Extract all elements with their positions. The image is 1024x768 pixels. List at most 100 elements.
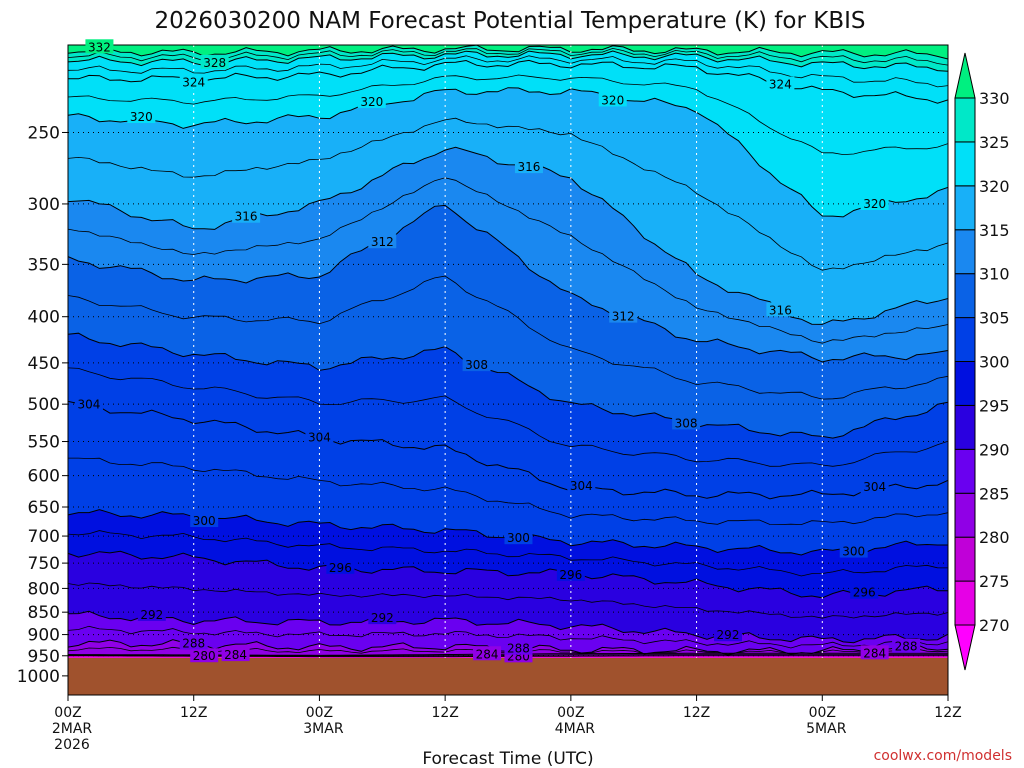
x-tick-label: 2MAR: [52, 721, 93, 737]
isentrope-324: [68, 59, 948, 104]
y-tick-label: 300: [28, 195, 60, 215]
x-tick-label: 4MAR: [555, 721, 596, 737]
contour-label: 292: [371, 611, 394, 625]
contour-label: 304: [863, 480, 886, 494]
x-tick-label: 12Z: [180, 705, 207, 721]
contour-label-bg: [766, 302, 795, 317]
y-tick-label: 400: [28, 308, 60, 328]
contour-label-bg: [179, 635, 208, 650]
y-tick-label: 350: [28, 255, 60, 275]
colorbar-label: 300: [979, 353, 1010, 372]
x-tick-label: 2026: [54, 737, 90, 753]
plot-area: [68, 45, 948, 695]
x-tick-label: 12Z: [934, 705, 961, 721]
contour-label-bg: [839, 543, 868, 558]
colorbar-label: 325: [979, 133, 1010, 152]
contour-label: 324: [182, 76, 205, 90]
contour-label: 320: [360, 95, 383, 109]
contour-label-bg: [200, 54, 229, 69]
contour-label-bg: [85, 39, 114, 54]
colorbar-segment: [954, 580, 976, 626]
contour-label-bg: [368, 234, 397, 249]
contour-label-bg: [860, 645, 889, 660]
y-tick-label: 800: [28, 579, 60, 599]
contour-label-bg: [74, 396, 103, 411]
isentrope-minor: [68, 457, 948, 526]
x-tick-label: 5MAR: [806, 721, 847, 737]
y-tick-label: 900: [28, 626, 60, 646]
colorbar-label: 305: [979, 309, 1010, 328]
contour-label-bg: [368, 610, 397, 625]
y-tick-label: 750: [28, 554, 60, 574]
contour-label-bg: [462, 357, 491, 372]
contour-label: 300: [842, 545, 865, 559]
colorbar-label: 295: [979, 396, 1010, 415]
contour-label: 304: [570, 479, 593, 493]
isentrope-minor: [68, 275, 948, 400]
theta-bands: [68, 45, 948, 695]
x-axis-label: Forecast Time (UTC): [422, 749, 593, 768]
contour-label-bg: [473, 646, 502, 661]
credit-text: coolwx.com/models: [874, 748, 1012, 764]
isentrope-minor: [68, 177, 948, 344]
y-tick-label: 850: [28, 603, 60, 623]
contour-label: 300: [507, 531, 530, 545]
isentrope-296: [68, 550, 948, 599]
colorbar-label: 310: [979, 265, 1010, 284]
contour-label-bg: [567, 478, 596, 493]
contour-label: 320: [863, 197, 886, 211]
contour-label: 296: [559, 568, 582, 582]
contour-label-bg: [137, 606, 166, 621]
below-ground-area: [68, 657, 948, 695]
colorbar-label: 330: [979, 89, 1010, 108]
contour-label-bg: [305, 429, 334, 444]
contour-label: 288: [895, 640, 918, 654]
colorbar-label: 315: [979, 221, 1010, 240]
contour-label-bg: [860, 479, 889, 494]
contour-label: 304: [77, 398, 100, 412]
y-tick-label: 550: [28, 433, 60, 453]
isentrope-minor: [68, 625, 948, 649]
contour-label: 296: [329, 561, 352, 575]
contour-label: 300: [193, 514, 216, 528]
colorbar-bottom-arrow: [954, 624, 976, 671]
contour-label: 316: [517, 160, 540, 174]
contour-label-bg: [514, 159, 543, 174]
colorbar-segment: [954, 97, 976, 143]
isentrope-304: [68, 400, 948, 500]
isentrope-312: [68, 204, 948, 363]
y-axis: 250 300 350 400 450 500 550 600 650 700 750 800 850 9…: [17, 123, 68, 687]
y-tick-label: 650: [28, 498, 60, 518]
contour-label: 304: [308, 431, 331, 445]
contour-label-bg: [326, 559, 355, 574]
band-320: [68, 45, 948, 217]
contour-label-bg: [892, 638, 921, 653]
contour-label: 288: [507, 642, 530, 656]
colorbar-segment: [954, 492, 976, 538]
contour-label-bg: [221, 647, 250, 662]
contour-label: 316: [769, 303, 792, 317]
y-tick-label: 1000: [17, 667, 60, 687]
contour-label-bg: [179, 74, 208, 89]
contour-label-bg: [609, 308, 638, 323]
colorbar-segment: [954, 361, 976, 406]
contour-label-bg: [504, 530, 533, 545]
contour-label: 284: [476, 647, 499, 661]
colorbar-segment: [954, 317, 976, 363]
y-tick-label: 450: [28, 354, 60, 374]
isentrope-308: [68, 332, 948, 439]
colorbar-label: 275: [979, 572, 1010, 591]
colorbar-segment: [954, 141, 976, 187]
isentrope-316: [68, 146, 948, 325]
y-tick-label: 500: [28, 395, 60, 415]
plot-frame: [67, 44, 949, 696]
contour-label-bg: [598, 92, 627, 107]
y-tick-label: 700: [28, 527, 60, 547]
isentrope-minor: [68, 117, 948, 271]
x-tick-label: 12Z: [431, 705, 458, 721]
colorbar-top-arrow: [954, 52, 976, 99]
contour-label-bg: [850, 584, 879, 599]
contour-label: 284: [224, 648, 247, 662]
contour-label: 328: [203, 56, 226, 70]
